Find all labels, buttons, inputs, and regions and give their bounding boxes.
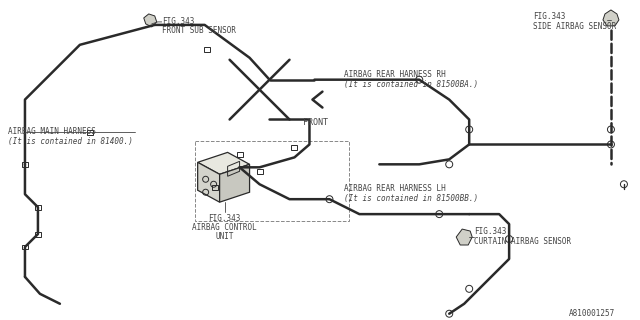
Polygon shape [144,14,157,27]
Bar [195,141,349,221]
Text: (It is contained in 81400.): (It is contained in 81400.) [8,137,133,147]
Polygon shape [198,152,250,174]
Text: FIG.343: FIG.343 [162,17,194,26]
Bar [212,185,218,190]
Polygon shape [220,164,250,202]
Bar [35,232,41,236]
Polygon shape [603,10,619,26]
Text: AIRBAG REAR HARNESS LH: AIRBAG REAR HARNESS LH [344,184,446,193]
Text: FRONT: FRONT [303,117,328,126]
Bar [87,130,93,135]
Bar [257,169,262,174]
Bar [204,47,210,52]
Text: A810001257: A810001257 [569,309,615,318]
Bar [22,162,28,167]
Text: AIRBAG REAR HARNESS RH: AIRBAG REAR HARNESS RH [344,70,446,79]
Text: (It is contained in 81500BB.): (It is contained in 81500BB.) [344,194,479,203]
Bar [35,205,41,210]
Bar [291,145,298,150]
Text: AIRBAG CONTROL: AIRBAG CONTROL [192,223,257,232]
Text: FIG.343: FIG.343 [474,227,506,236]
Bar [237,152,243,157]
Text: FRONT SUB SENSOR: FRONT SUB SENSOR [162,26,236,35]
Polygon shape [456,229,472,245]
Text: CURTAIN AIRBAG SENSOR: CURTAIN AIRBAG SENSOR [474,237,572,246]
Text: AIRBAG MAIN HARNESS: AIRBAG MAIN HARNESS [8,127,96,136]
Bar [22,244,28,250]
Text: (It is contained in 81500BA.): (It is contained in 81500BA.) [344,80,479,89]
Polygon shape [198,162,220,202]
Text: SIDE AIRBAG SENSOR: SIDE AIRBAG SENSOR [533,22,616,31]
Text: FIG.343: FIG.343 [533,12,566,21]
Text: UNIT: UNIT [216,232,234,241]
Text: FIG.343: FIG.343 [209,214,241,223]
